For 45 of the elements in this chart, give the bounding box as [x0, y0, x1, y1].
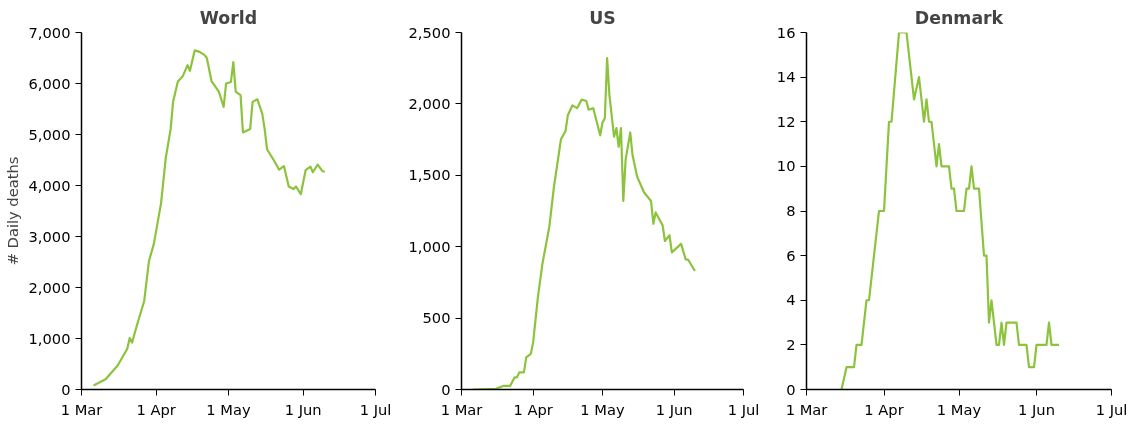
- chart-title: World: [199, 7, 258, 28]
- y-tick-label: 8: [786, 202, 796, 219]
- line-series: [92, 49, 326, 387]
- y-tick-label: 1,000: [408, 237, 451, 255]
- y-tick-label: 12: [776, 112, 796, 130]
- y-tick-label: 14: [776, 68, 796, 86]
- x-tick-label: 1 Mar: [60, 400, 104, 418]
- y-tick-label: 2,500: [408, 23, 451, 41]
- y-tick-label: 0: [61, 380, 71, 398]
- y-tick-label: 2,000: [408, 94, 451, 112]
- x-tick-label: 1 Jun: [655, 400, 693, 418]
- x-tick-label: 1 May: [206, 400, 251, 418]
- y-tick-label: 7,000: [28, 23, 71, 41]
- y-tick-label: 4,000: [28, 176, 71, 194]
- y-tick-label: 0: [441, 380, 451, 398]
- y-tick-label: 1,500: [408, 166, 451, 184]
- y-tick-label: 6: [786, 246, 796, 264]
- y-tick-label: 500: [422, 309, 451, 327]
- y-tick-label: 2,000: [28, 278, 71, 296]
- x-tick-label: 1 Jul: [727, 400, 760, 418]
- y-tick-label: 2: [786, 335, 796, 353]
- y-tick-label: 16: [776, 23, 796, 41]
- x-tick-label: 1 May: [936, 400, 982, 418]
- x-tick-label: 1 Apr: [513, 400, 554, 418]
- y-axis-title: # Daily deaths: [3, 156, 21, 266]
- x-tick-label: 1 Jun: [1018, 400, 1055, 418]
- x-tick-label: 1 Jul: [359, 400, 392, 418]
- y-tick-label: 3,000: [28, 227, 71, 245]
- x-tick-label: 1 Apr: [136, 400, 177, 418]
- chart-title: Denmark: [914, 7, 1004, 28]
- x-tick-label: 1 Apr: [864, 400, 905, 418]
- y-tick-label: 1,000: [28, 329, 71, 347]
- chart-title: US: [589, 7, 616, 28]
- x-tick-label: 1 Jun: [284, 400, 322, 418]
- line-series: [471, 57, 697, 390]
- y-tick-label: 6,000: [28, 74, 71, 92]
- x-tick-label: 1 Mar: [440, 400, 484, 418]
- y-tick-label: 5,000: [28, 125, 71, 143]
- y-tick-label: 0: [786, 380, 796, 398]
- y-tick-label: 10: [776, 157, 796, 175]
- x-tick-label: 1 Jul: [1095, 400, 1128, 418]
- y-tick-label: 4: [786, 291, 796, 309]
- x-tick-label: 1 Mar: [785, 400, 829, 418]
- line-series: [840, 32, 1061, 390]
- x-tick-label: 1 May: [580, 400, 625, 418]
